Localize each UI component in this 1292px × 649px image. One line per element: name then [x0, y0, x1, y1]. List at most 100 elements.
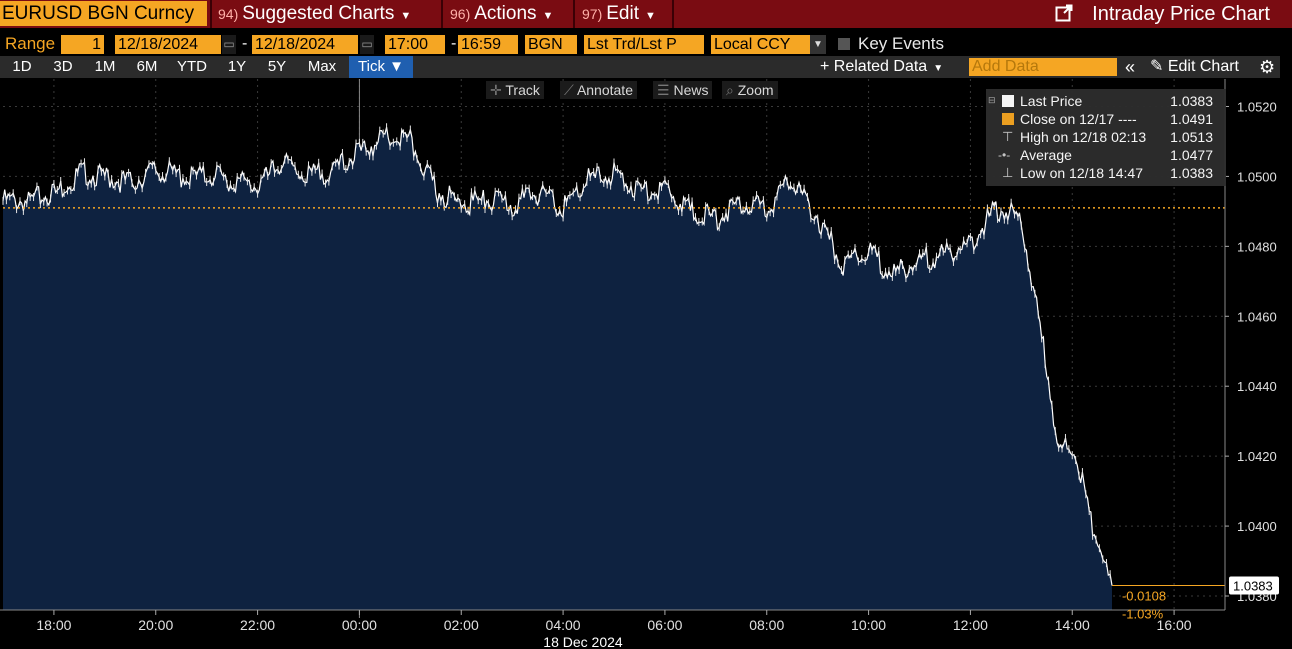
tick-marks: [2, 123, 1111, 579]
x-tick-label: 22:00: [240, 617, 275, 633]
last-price-tag: [1229, 576, 1279, 595]
x-tick-label: 06:00: [647, 617, 682, 633]
tab-1d[interactable]: 1D: [12, 58, 32, 75]
legend-swatch: [1002, 95, 1014, 107]
key-events-label: Key Events: [858, 34, 944, 53]
menu-label: Suggested Charts: [242, 3, 395, 24]
related-data-button[interactable]: + Related Data ▼: [820, 56, 943, 78]
suggested-charts-menu[interactable]: 94) Suggested Charts ▼: [218, 0, 411, 28]
date-label: 18 Dec 2024: [543, 634, 623, 649]
price-chart[interactable]: 1.0520 1.0500 1.0480 1.0460 1.0440 1.0420 1.04…: [0, 79, 1292, 649]
caret-down-icon: ▼: [542, 10, 554, 22]
x-tick-label: 20:00: [138, 617, 173, 633]
external-link-icon[interactable]: [1055, 4, 1078, 24]
tab-1m[interactable]: 1M: [94, 58, 116, 75]
edit-menu[interactable]: 97) Edit ▼: [582, 0, 656, 28]
window-title[interactable]: Intraday Price Chart: [1055, 0, 1270, 28]
legend-name: Close on 12/17 ----: [1020, 111, 1137, 127]
y-tick-label: 1.0440: [1237, 379, 1277, 394]
related-data-label: + Related Data: [820, 58, 928, 75]
ticker-field[interactable]: EURUSD BGN Curncy: [0, 1, 207, 26]
title-bar: [0, 0, 1292, 28]
tab-3d[interactable]: 3D: [53, 58, 73, 75]
tab-1y[interactable]: 1Y: [227, 58, 247, 75]
menu-label: Actions: [474, 3, 537, 24]
x-axis: 18:00 20:00 22:00 00:00 02:00 04:00 06:00 08:00…: [0, 609, 1225, 633]
average-marker-icon: -•-: [998, 148, 1011, 162]
collapse-icon[interactable]: «: [1125, 57, 1136, 77]
caret-down-icon: ▼: [400, 10, 412, 22]
pencil-icon: ✎: [1150, 58, 1164, 75]
x-tick-label: 08:00: [749, 617, 784, 633]
start-time-input[interactable]: 17:00: [385, 35, 445, 54]
crosshair-icon: ✛: [490, 82, 502, 98]
x-tick-label: 10:00: [851, 617, 886, 633]
menu-divider: [573, 0, 575, 28]
gear-icon[interactable]: ⚙: [1259, 57, 1276, 77]
y-tick-label: 1.0400: [1237, 519, 1277, 534]
tab-max[interactable]: Max: [307, 58, 337, 75]
chevron-down-icon[interactable]: ▼: [810, 35, 826, 54]
zoom-button[interactable]: ⌕ Zoom: [722, 81, 778, 99]
legend-name: Average: [1020, 147, 1072, 163]
news-button[interactable]: ☰ News: [653, 81, 713, 99]
change-pct: -1.03%: [1122, 607, 1164, 622]
add-data-input[interactable]: Add Data: [969, 58, 1117, 76]
collapse-icon[interactable]: ⊟: [988, 95, 996, 105]
legend-low: ⊥ Low on 12/18 14:47 1.0383: [986, 164, 1226, 182]
y-tick-label: 1.0480: [1237, 239, 1277, 254]
legend-name: High on 12/18 02:13: [1020, 129, 1147, 145]
actions-menu[interactable]: 96) Actions ▼: [450, 0, 553, 28]
calendar-icon[interactable]: ▭: [360, 35, 374, 54]
range-dash: -: [451, 35, 457, 52]
legend-value: 1.0383: [1170, 93, 1213, 109]
source-input[interactable]: BGN: [525, 35, 577, 54]
caret-down-icon: ▼: [933, 63, 944, 74]
x-tick-label: 12:00: [953, 617, 988, 633]
chart-legend[interactable]: ⊟ Last Price 1.0383 Close on 12/17 ---- …: [986, 89, 1226, 186]
legend-value: 1.0513: [1170, 129, 1213, 145]
range-period-input[interactable]: 1: [61, 35, 104, 54]
tab-6m[interactable]: 6M: [136, 58, 158, 75]
y-axis: 1.0520 1.0500 1.0480 1.0460 1.0440 1.0420 1.04…: [1225, 99, 1277, 604]
chart-title: Intraday Price Chart: [1092, 3, 1270, 25]
legend-name: Last Price: [1020, 93, 1083, 109]
menu-number: 97): [582, 6, 603, 22]
range-dash: -: [242, 35, 248, 52]
end-time-input[interactable]: 16:59: [458, 35, 518, 54]
tab-ytd[interactable]: YTD: [177, 58, 207, 75]
edit-chart-button[interactable]: ✎ Edit Chart: [1150, 56, 1239, 78]
track-button[interactable]: ✛ Track: [486, 81, 544, 99]
key-events-checkbox[interactable]: [838, 38, 850, 50]
start-date-input[interactable]: 12/18/2024: [115, 35, 221, 54]
low-marker-icon: ⊥: [1002, 165, 1014, 180]
legend-high: ⊤ High on 12/18 02:13 1.0513: [986, 128, 1226, 146]
x-tick-label: 00:00: [342, 617, 377, 633]
news-label: News: [673, 82, 709, 98]
y-tick-label: 1.0420: [1237, 449, 1277, 464]
currency-select[interactable]: Local CCY: [711, 35, 811, 54]
legend-average: -•- Average 1.0477: [986, 146, 1226, 164]
zoom-label: Zoom: [737, 82, 774, 98]
tab-tick[interactable]: Tick ▼: [349, 56, 413, 78]
y-tick-label: 1.0500: [1237, 169, 1277, 184]
y-tick-label: 1.0460: [1237, 309, 1277, 324]
pen-icon: ⟋: [564, 82, 574, 98]
legend-swatch: [1002, 113, 1014, 125]
field-select[interactable]: Lst Trd/Lst P: [584, 35, 704, 54]
legend-close: Close on 12/17 ---- 1.0491: [986, 110, 1226, 128]
tab-5y[interactable]: 5Y: [267, 58, 287, 75]
calendar-icon[interactable]: ▭: [222, 35, 236, 54]
legend-name: Low on 12/18 14:47: [1020, 165, 1143, 181]
end-date-input[interactable]: 12/18/2024: [252, 35, 358, 54]
price-area: [3, 127, 1112, 610]
zoom-icon: ⌕: [726, 82, 734, 98]
x-tick-label: 04:00: [546, 617, 581, 633]
last-price-tag-text: 1.0383: [1233, 579, 1273, 594]
annotate-button[interactable]: ⟋ Annotate: [560, 81, 637, 99]
track-label: Track: [505, 82, 540, 98]
menu-divider: [210, 0, 212, 28]
news-icon: ☰: [657, 82, 670, 98]
annotate-label: Annotate: [576, 82, 633, 98]
range-label: Range: [5, 34, 56, 53]
